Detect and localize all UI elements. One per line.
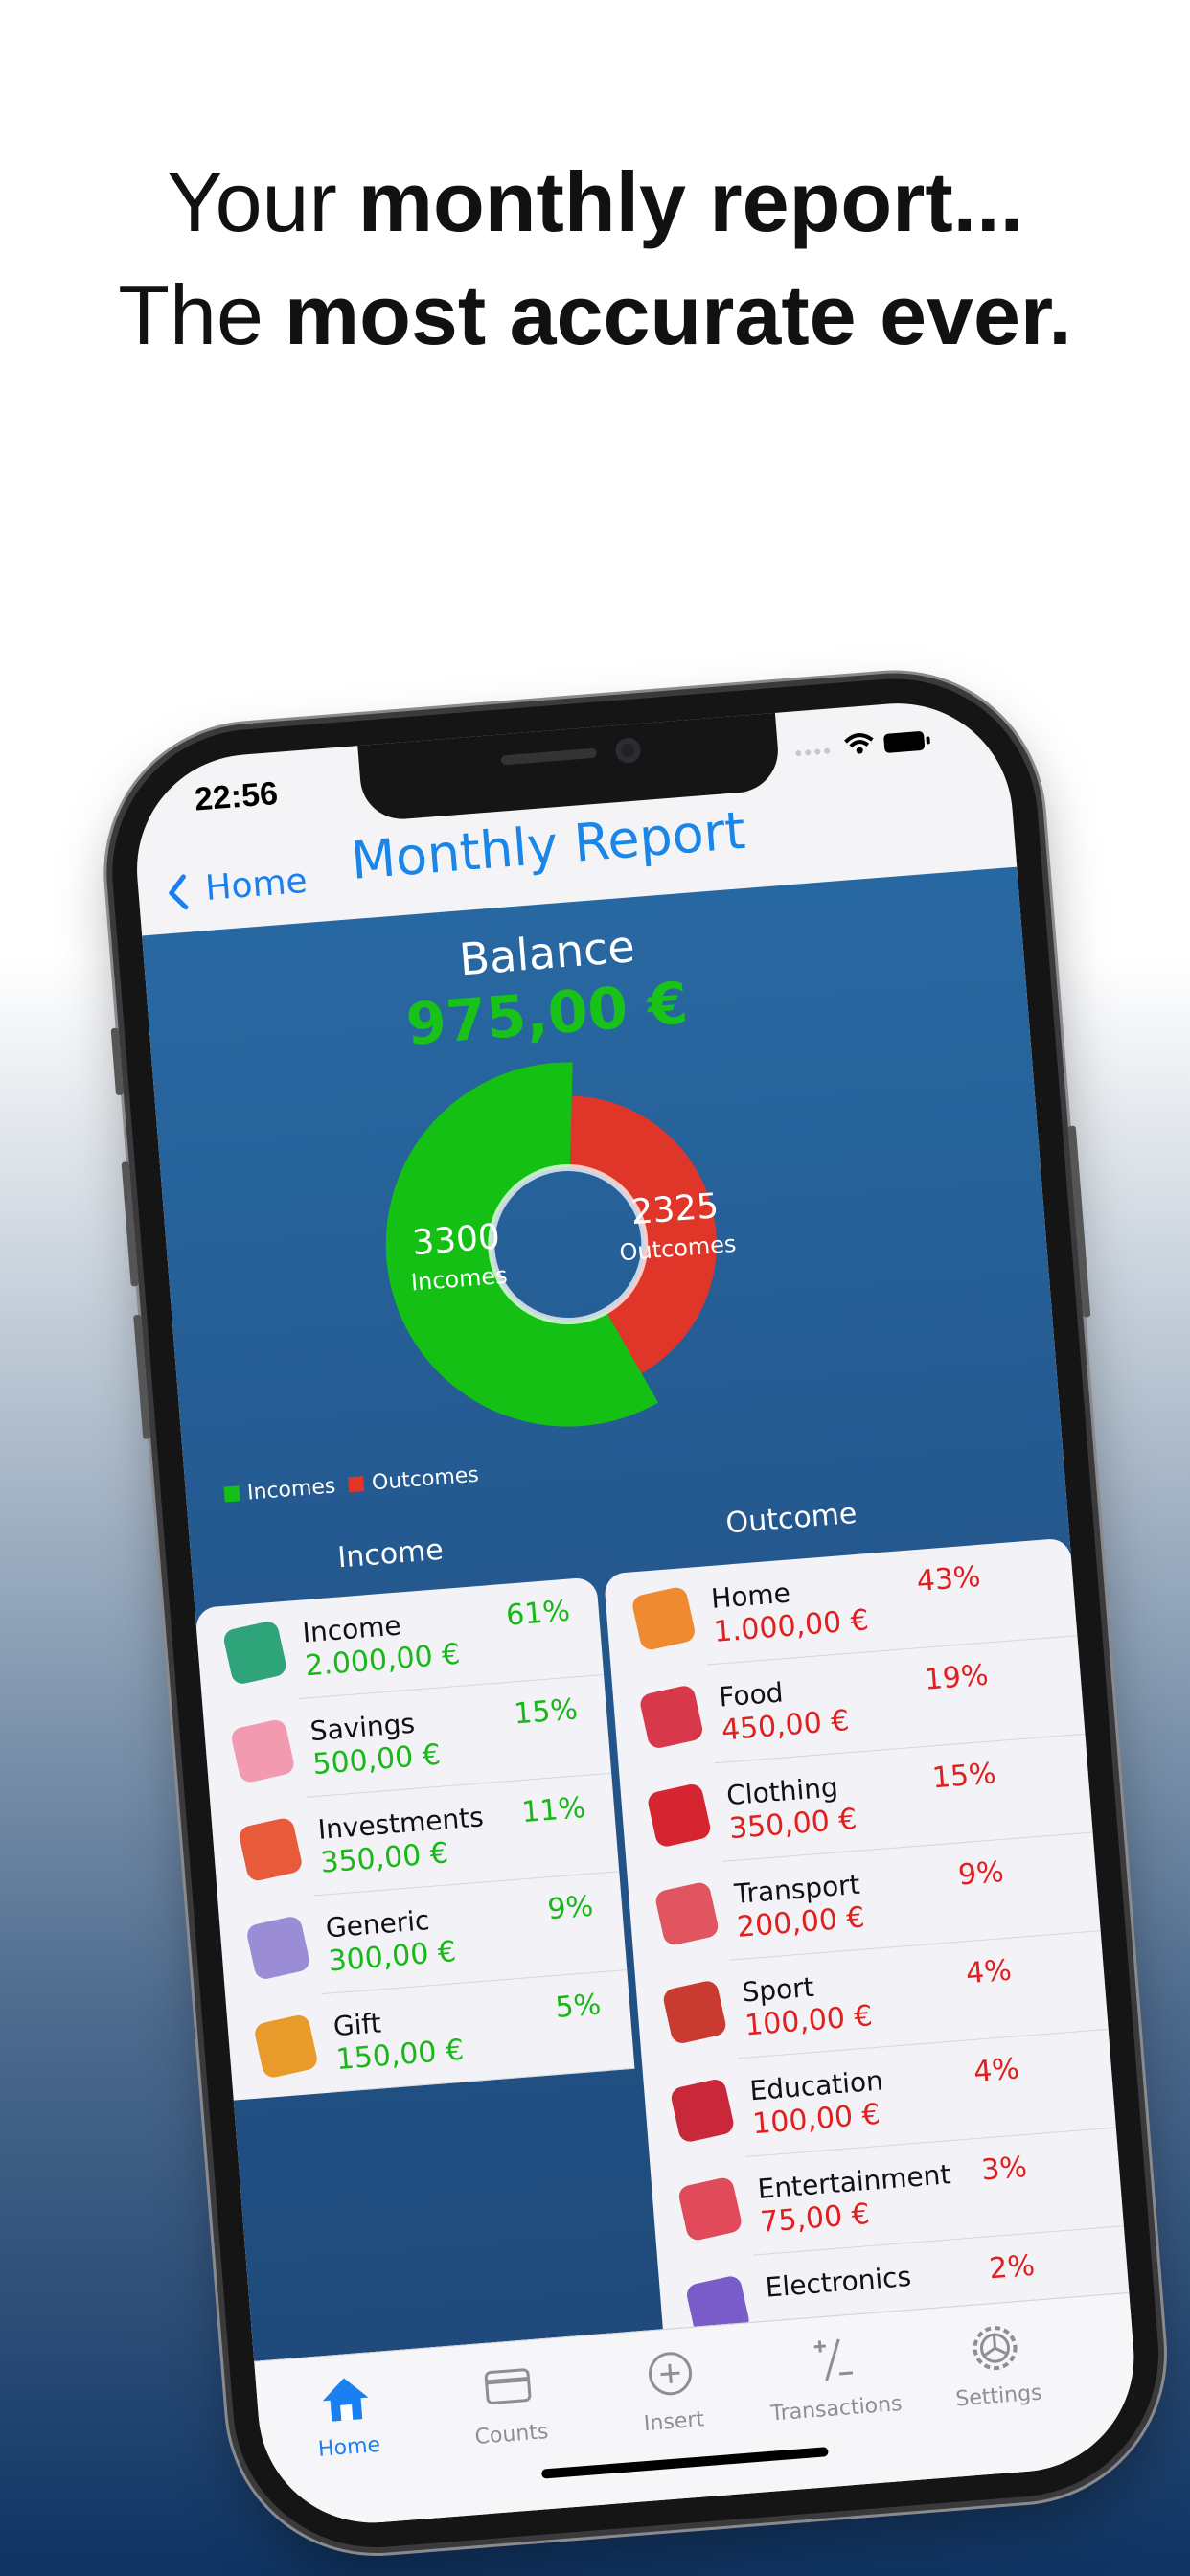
tab-label: Transactions bbox=[769, 2391, 904, 2426]
pie-slice bbox=[569, 1095, 717, 1374]
row-name: Home bbox=[709, 1576, 791, 1615]
headline-bold: monthly report... bbox=[357, 154, 1024, 249]
side-button bbox=[133, 1314, 151, 1439]
tab-item[interactable]: Transactions bbox=[748, 2316, 920, 2444]
slice-label: Outcomes bbox=[619, 1230, 738, 1266]
speaker bbox=[500, 748, 598, 766]
legend-label: Incomes bbox=[246, 1474, 337, 1506]
tab-icon bbox=[813, 2338, 854, 2381]
row-percent: 61% bbox=[504, 1594, 572, 1633]
tab-bar: Home Counts Insert Transactions Settings bbox=[254, 2291, 1143, 2532]
headline-bold: most accurate ever. bbox=[284, 267, 1072, 362]
outcome-title: Outcome bbox=[724, 1496, 858, 1541]
side-button bbox=[1067, 1125, 1091, 1318]
row-percent: 9% bbox=[956, 1854, 1005, 1893]
headline-line: Your monthly report... bbox=[0, 153, 1190, 251]
row-icon bbox=[229, 1717, 296, 1784]
legend-swatch bbox=[223, 1485, 240, 1503]
back-chevron[interactable] bbox=[162, 872, 194, 912]
row-percent: 3% bbox=[979, 2150, 1029, 2188]
row-percent: 4% bbox=[972, 2052, 1021, 2089]
tab-item[interactable]: Counts bbox=[423, 2342, 595, 2470]
row-percent: 15% bbox=[513, 1692, 580, 1732]
tab-icon bbox=[973, 2326, 1018, 2371]
legend-swatch bbox=[348, 1476, 365, 1493]
row-icon bbox=[653, 1880, 721, 1947]
side-button bbox=[110, 1027, 125, 1096]
side-button bbox=[121, 1162, 139, 1287]
income-list: Income 2.000,00 €61% Savings 500,00 €15% Inv… bbox=[195, 1576, 635, 2101]
row-percent: 15% bbox=[930, 1757, 997, 1796]
row-icon bbox=[630, 1585, 698, 1652]
legend-label: Outcomes bbox=[371, 1462, 480, 1496]
row-percent: 4% bbox=[964, 1953, 1013, 1991]
row-icon bbox=[669, 2077, 736, 2144]
headline-line: The most accurate ever. bbox=[0, 266, 1190, 364]
tab-icon bbox=[649, 2352, 693, 2396]
legend: Incomes Outcomes bbox=[223, 1462, 480, 1507]
row-percent: 5% bbox=[554, 1988, 603, 2025]
row-icon bbox=[684, 2274, 751, 2330]
row-icon bbox=[676, 2175, 744, 2242]
report-content: Balance 975,00 € 3300 Incomes 2325 Outcomes… bbox=[142, 866, 1130, 2361]
row-amount: 75,00 € bbox=[759, 2197, 872, 2240]
tab-icon bbox=[484, 2368, 532, 2404]
row-name: Gift bbox=[332, 2007, 383, 2043]
headline-regular: The bbox=[118, 267, 263, 362]
slice-value: 2325 bbox=[629, 1186, 721, 1232]
outcome-list: Home 1.000,00 €43% Food 450,00 €19% Clothing… bbox=[603, 1537, 1130, 2330]
row-icon bbox=[252, 2012, 320, 2080]
tab-label: Counts bbox=[473, 2420, 550, 2450]
pie-slice bbox=[385, 1062, 658, 1427]
row-percent: 43% bbox=[915, 1559, 982, 1599]
row-percent: 2% bbox=[988, 2248, 1037, 2287]
status-time: 22:56 bbox=[193, 774, 280, 818]
tab-label: Insert bbox=[643, 2407, 705, 2437]
row-icon bbox=[661, 1979, 728, 2046]
income-title: Income bbox=[336, 1532, 445, 1576]
row-percent: 19% bbox=[923, 1658, 990, 1697]
tab-item[interactable]: Home bbox=[262, 2355, 433, 2482]
row-name: Sport bbox=[741, 1970, 815, 2009]
tab-item[interactable]: Settings bbox=[911, 2304, 1083, 2431]
row-icon bbox=[638, 1684, 705, 1751]
row-icon bbox=[221, 1619, 288, 1687]
row-name: Investments bbox=[316, 1801, 485, 1846]
tab-label: Home bbox=[317, 2432, 381, 2462]
phone: 22:56 Home Monthly Report Balance 975,00… bbox=[102, 668, 1170, 2559]
row-percent: 11% bbox=[520, 1790, 587, 1830]
tab-item[interactable]: Insert bbox=[586, 2329, 758, 2456]
row-icon bbox=[244, 1914, 312, 1982]
slice-value: 3300 bbox=[411, 1217, 502, 1263]
inner-ring bbox=[488, 1164, 649, 1325]
screen: 22:56 Home Monthly Report Balance 975,00… bbox=[128, 695, 1143, 2532]
row-icon bbox=[237, 1816, 304, 1883]
row-name: Electronics bbox=[764, 2260, 913, 2304]
status-icons bbox=[795, 731, 930, 757]
row-name: Food bbox=[718, 1676, 785, 1714]
tab-icon bbox=[322, 2378, 369, 2422]
row-icon bbox=[646, 1782, 713, 1849]
tab-label: Settings bbox=[954, 2380, 1043, 2412]
camera bbox=[614, 737, 642, 765]
row-percent: 9% bbox=[546, 1889, 595, 1927]
headline-regular: Your bbox=[166, 154, 337, 249]
